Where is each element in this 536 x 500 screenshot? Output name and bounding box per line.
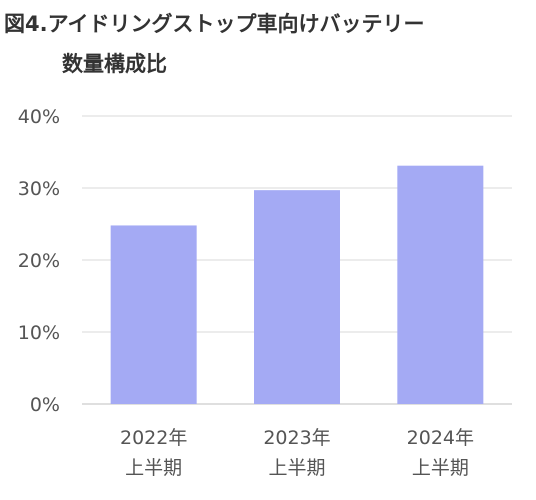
bar	[254, 190, 340, 404]
y-tick-label: 40%	[18, 106, 60, 128]
y-tick-label: 0%	[30, 394, 60, 416]
x-tick-label: 上半期	[412, 457, 469, 479]
x-tick-label: 2022年	[120, 427, 187, 449]
bar	[110, 225, 197, 404]
bar-series	[110, 165, 484, 404]
x-tick-label: 上半期	[125, 457, 182, 479]
y-axis: 0% 10% 20% 30% 40%	[18, 106, 60, 416]
bar	[397, 165, 484, 404]
y-tick-label: 20%	[18, 250, 60, 272]
y-tick-label: 30%	[18, 178, 60, 200]
y-tick-label: 10%	[18, 322, 60, 344]
x-tick-label: 2024年	[407, 427, 474, 449]
x-tick-label: 2023年	[263, 427, 330, 449]
chart-title-line-1: 図4.アイドリングストップ車向けバッテリー	[4, 12, 425, 36]
x-tick-label: 上半期	[268, 457, 325, 479]
chart-title-line-2: 数量構成比	[62, 52, 167, 76]
